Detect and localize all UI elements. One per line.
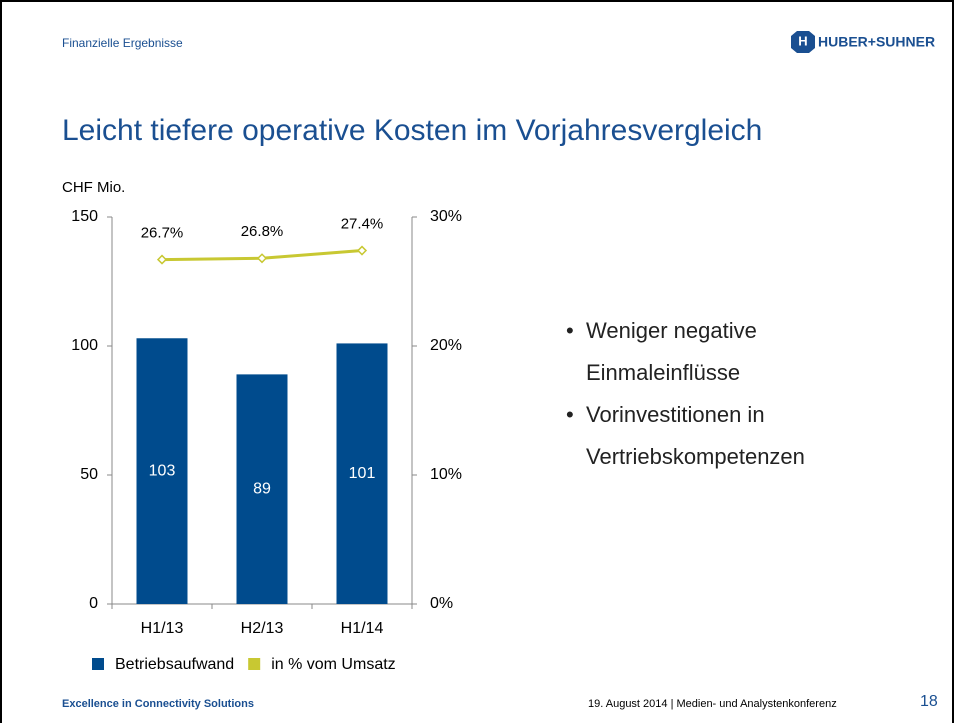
logo: H HUBER+SUHNER	[791, 31, 935, 53]
slide-title: Leicht tiefere operative Kosten im Vorja…	[62, 114, 762, 147]
bar-label: 103	[149, 462, 176, 479]
x-tick-label: H1/14	[341, 620, 384, 637]
logo-icon	[791, 31, 815, 53]
y2-tick-label: 30%	[430, 208, 462, 225]
page-number: 18	[920, 693, 938, 710]
y-axis-title: CHF Mio.	[62, 179, 125, 196]
y-tick-label: 150	[71, 208, 98, 225]
y-tick-label: 0	[89, 595, 98, 612]
logo-glyph: H	[798, 33, 807, 48]
line-marker	[156, 254, 168, 265]
y-tick-label: 100	[71, 337, 98, 354]
legend-swatch	[92, 658, 104, 670]
x-tick-label: H2/13	[241, 620, 284, 637]
bar-label: 101	[349, 465, 376, 482]
line-label: 26.7%	[141, 225, 184, 242]
line-marker	[256, 253, 268, 264]
bullet: Vorinvestitionen in Vertriebskompetenzen	[566, 394, 846, 478]
y2-tick-label: 10%	[430, 466, 462, 483]
legend-label: Betriebsaufwand	[115, 656, 234, 673]
bullet: Weniger negative Einmaleinflüsse	[566, 310, 846, 394]
footer-tagline: Excellence in Connectivity Solutions	[62, 698, 254, 710]
bar	[336, 343, 388, 604]
y2-tick-label: 0%	[430, 595, 453, 612]
bar	[236, 374, 288, 604]
section-label: Finanzielle Ergebnisse	[62, 36, 183, 50]
line-label: 26.8%	[241, 223, 284, 240]
x-tick-label: H1/13	[141, 620, 184, 637]
bar-label: 89	[253, 480, 271, 497]
legend-swatch	[248, 658, 261, 670]
logo-text: HUBER+SUHNER	[818, 34, 935, 50]
bullet-list: Weniger negative EinmaleinflüsseVorinves…	[566, 310, 846, 478]
bar	[136, 338, 188, 604]
line-label: 27.4%	[341, 216, 384, 233]
legend-label: in % vom Umsatz	[271, 656, 395, 673]
y2-tick-label: 20%	[430, 337, 462, 354]
footer-info: 19. August 2014 | Medien- und Analystenk…	[588, 698, 837, 710]
line-marker	[356, 245, 368, 256]
y-tick-label: 50	[80, 466, 98, 483]
